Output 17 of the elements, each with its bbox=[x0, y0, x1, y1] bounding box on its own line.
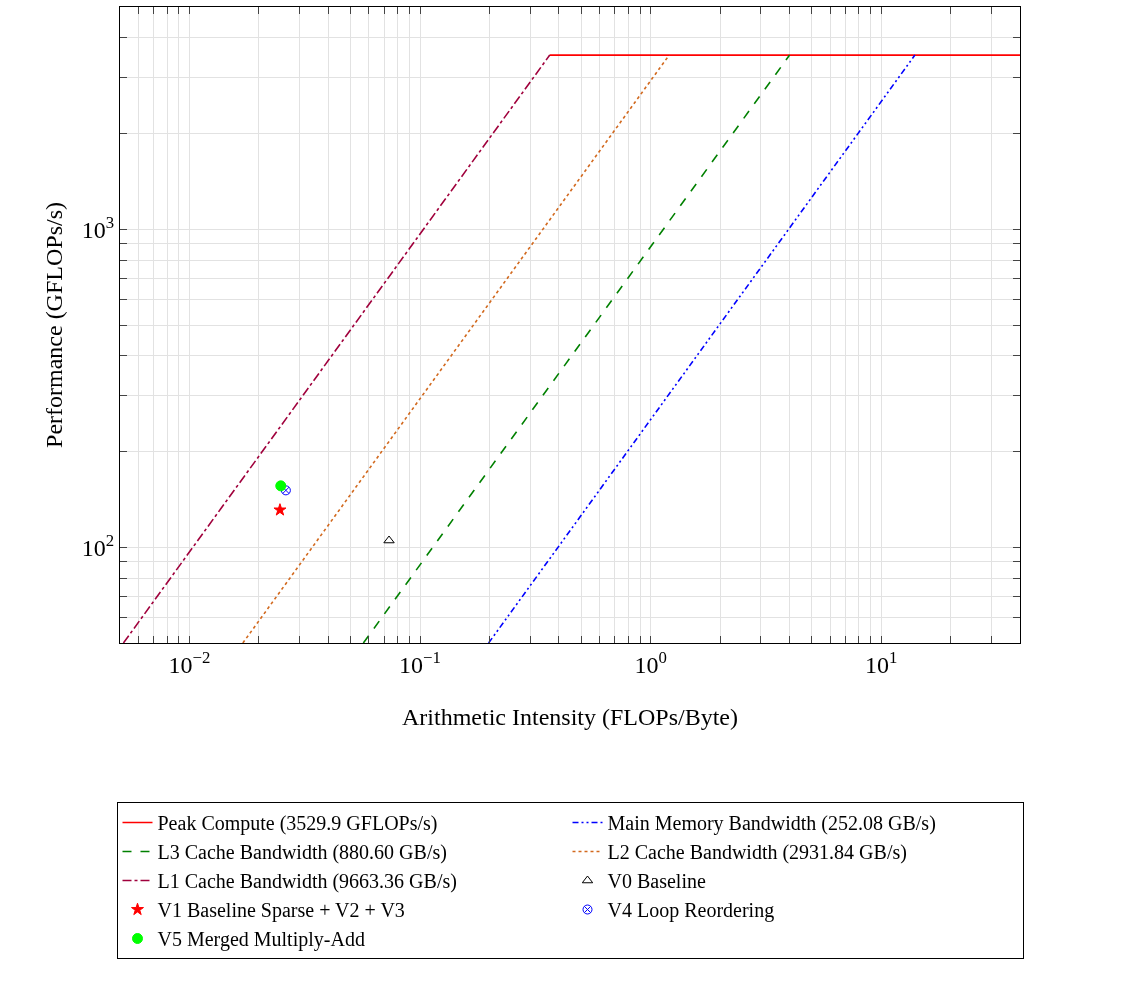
legend-label: V1 Baseline Sparse + V2 + V3 bbox=[157, 899, 405, 923]
legend-label: L1 Cache Bandwidth (9663.36 GB/s) bbox=[157, 870, 457, 894]
legend-label: V4 Loop Reordering bbox=[607, 899, 775, 923]
legend-label: V5 Merged Multiply-Add bbox=[157, 928, 365, 952]
legend-label: L3 Cache Bandwidth (880.60 GB/s) bbox=[157, 841, 447, 865]
y-tick-label: 10$^{3}$ bbox=[81, 212, 115, 243]
legend-label: V0 Baseline bbox=[607, 870, 706, 893]
x-tick-label: 10$^{−1}$ bbox=[399, 647, 441, 678]
x-tick-label: 10$^{−2}$ bbox=[168, 647, 211, 678]
legend-label: Peak Compute (3529.9 GFLOPs/s) bbox=[157, 812, 438, 836]
y-axis-title: Performance (GFLOPs/s) bbox=[41, 202, 67, 448]
y-tick-label: 10$^{2}$ bbox=[81, 530, 115, 561]
legend-label: Main Memory Bandwidth (252.08 GB/s) bbox=[607, 812, 936, 836]
x-axis-title: Arithmetic Intensity (FLOPs/Byte) bbox=[402, 704, 738, 730]
x-tick-label: 10$^{0}$ bbox=[634, 647, 667, 678]
legend-label: L2 Cache Bandwidth (2931.84 GB/s) bbox=[607, 841, 907, 865]
x-tick-label: 10$^{1}$ bbox=[864, 647, 898, 678]
